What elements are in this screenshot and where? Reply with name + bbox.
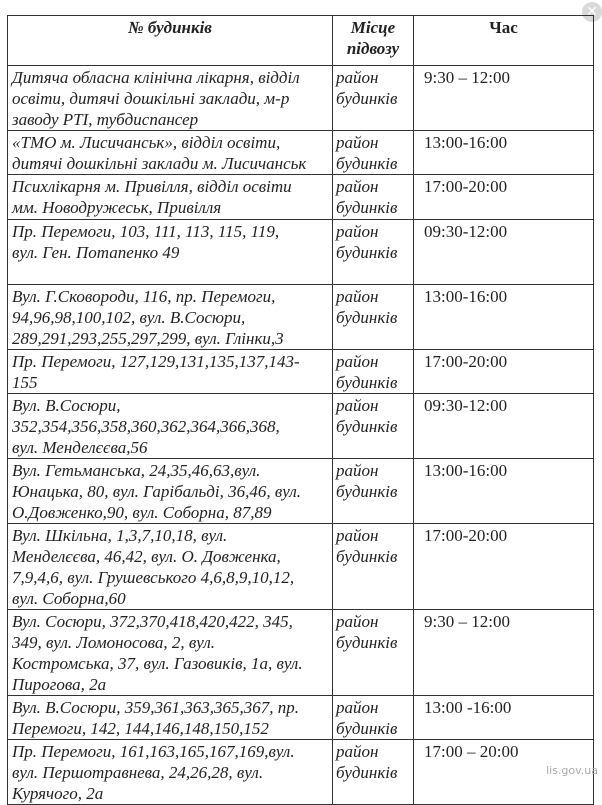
table-header-row: № будинків Місце підвозу Час xyxy=(7,15,594,66)
table-row: Психлікарня м. Привілля, відділ освіти м… xyxy=(7,174,594,220)
address-cell: Вул. Шкільна, 1,3,7,10,18, вул. Менделєє… xyxy=(7,523,333,610)
schedule-table: № будинків Місце підвозу Час Дитяча обла… xyxy=(7,15,594,805)
place-cell: район будинків xyxy=(332,523,414,610)
time-cell: 17:00-20:00 xyxy=(413,523,594,610)
address-cell: «ТМО м. Лисичанськ», відділ освіти, дитя… xyxy=(7,130,333,175)
address-cell: Пр. Перемоги, 103, 111, 113, 115, 119, в… xyxy=(7,219,333,285)
time-cell: 13:00-16:00 xyxy=(413,130,594,175)
place-cell: район будинків xyxy=(332,695,414,740)
header-buildings: № будинків xyxy=(7,15,333,66)
header-time: Час xyxy=(413,15,594,66)
address-cell: Пр. Перемоги, 161,163,165,167,169,вул. в… xyxy=(7,739,333,805)
address-cell: Дитяча обласна клінічна лікарня, відділ … xyxy=(7,65,333,131)
address-cell: Вул. В.Сосюри, 359,361,363,365,367, пр. … xyxy=(7,695,333,740)
place-cell: район будинків xyxy=(332,219,414,285)
time-cell: 9:30 – 12:00 xyxy=(413,65,594,131)
address-cell: Вул. Г.Сковороди, 116, пр. Перемоги, 94,… xyxy=(7,284,333,350)
place-cell: район будинків xyxy=(332,174,414,220)
table-row: Дитяча обласна клінічна лікарня, відділ … xyxy=(7,65,594,131)
address-cell: Вул. В.Сосюри, 352,354,356,358,360,362,3… xyxy=(7,393,333,459)
place-cell: район будинків xyxy=(332,349,414,394)
address-cell: Вул. Гетьманська, 24,35,46,63,вул. Юнаць… xyxy=(7,458,333,524)
table-row: Пр. Перемоги, 161,163,165,167,169,вул. в… xyxy=(7,739,594,805)
table-row: Пр. Перемоги, 103, 111, 113, 115, 119, в… xyxy=(7,219,594,285)
address-cell: Пр. Перемоги, 127,129,131,135,137,143- 1… xyxy=(7,349,333,394)
address-cell: Вул. Сосюри, 372,370,418,420,422, 345, 3… xyxy=(7,609,333,696)
table-row: Вул. Сосюри, 372,370,418,420,422, 345, 3… xyxy=(7,609,594,696)
time-cell: 13:00-16:00 xyxy=(413,284,594,350)
time-cell: 13:00-16:00 xyxy=(413,458,594,524)
place-cell: район будинків xyxy=(332,393,414,459)
header-place: Місце підвозу xyxy=(332,15,414,66)
place-cell: район будинків xyxy=(332,609,414,696)
watermark: lis.gov.ua xyxy=(546,764,598,777)
time-cell: 13:00 -16:00 xyxy=(413,695,594,740)
time-cell: 17:00-20:00 xyxy=(413,174,594,220)
time-cell: 9:30 – 12:00 xyxy=(413,609,594,696)
table-row: Вул. В.Сосюри, 359,361,363,365,367, пр. … xyxy=(7,695,594,740)
time-cell: 09:30-12:00 xyxy=(413,219,594,285)
place-cell: район будинків xyxy=(332,130,414,175)
address-cell: Психлікарня м. Привілля, відділ освіти м… xyxy=(7,174,333,220)
place-cell: район будинків xyxy=(332,65,414,131)
place-cell: район будинків xyxy=(332,284,414,350)
time-cell: 17:00-20:00 xyxy=(413,349,594,394)
table-row: Пр. Перемоги, 127,129,131,135,137,143- 1… xyxy=(7,349,594,394)
table-row: Вул. Гетьманська, 24,35,46,63,вул. Юнаць… xyxy=(7,458,594,524)
time-cell: 09:30-12:00 xyxy=(413,393,594,459)
table-row: Вул. В.Сосюри, 352,354,356,358,360,362,3… xyxy=(7,393,594,459)
place-cell: район будинків xyxy=(332,458,414,524)
table-row: Вул. Г.Сковороди, 116, пр. Перемоги, 94,… xyxy=(7,284,594,350)
table-row: «ТМО м. Лисичанськ», відділ освіти, дитя… xyxy=(7,130,594,175)
table-row: Вул. Шкільна, 1,3,7,10,18, вул. Менделєє… xyxy=(7,523,594,610)
place-cell: район будинків xyxy=(332,739,414,805)
